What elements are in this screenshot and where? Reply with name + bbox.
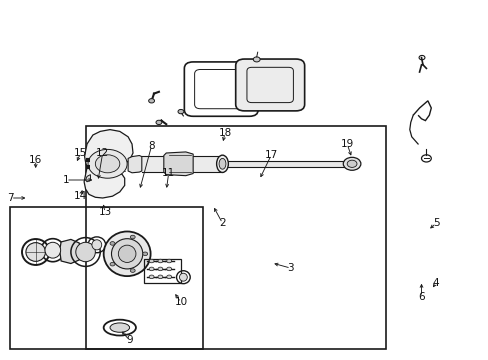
- Circle shape: [130, 269, 135, 273]
- Text: 2: 2: [219, 218, 225, 228]
- Ellipse shape: [92, 240, 102, 250]
- Circle shape: [142, 252, 147, 256]
- Text: 11: 11: [162, 168, 175, 178]
- Ellipse shape: [45, 242, 61, 258]
- Circle shape: [178, 109, 183, 114]
- Bar: [228, 161, 346, 167]
- Circle shape: [95, 155, 120, 173]
- Circle shape: [158, 275, 163, 279]
- Text: 4: 4: [432, 278, 439, 288]
- Circle shape: [346, 160, 356, 167]
- Circle shape: [149, 275, 154, 279]
- Circle shape: [149, 259, 154, 263]
- Polygon shape: [128, 156, 142, 173]
- Bar: [85, 126, 386, 349]
- Text: 1: 1: [62, 175, 69, 185]
- Circle shape: [158, 267, 163, 271]
- Bar: [10, 207, 203, 349]
- Bar: [142, 156, 222, 172]
- Bar: [144, 259, 181, 283]
- Text: 17: 17: [264, 150, 278, 160]
- Circle shape: [110, 242, 115, 245]
- Ellipse shape: [118, 245, 136, 262]
- Text: 13: 13: [98, 207, 112, 217]
- Ellipse shape: [110, 323, 129, 332]
- Circle shape: [156, 120, 162, 125]
- Text: 9: 9: [126, 335, 133, 345]
- Polygon shape: [85, 175, 90, 182]
- Text: 14: 14: [74, 191, 87, 201]
- Text: 18: 18: [218, 128, 231, 138]
- Circle shape: [343, 157, 360, 170]
- Ellipse shape: [216, 155, 228, 172]
- Circle shape: [166, 267, 171, 271]
- Circle shape: [158, 259, 163, 263]
- Text: 12: 12: [96, 148, 109, 158]
- Ellipse shape: [26, 243, 45, 261]
- Text: 5: 5: [432, 218, 439, 228]
- Text: 19: 19: [340, 139, 353, 149]
- Circle shape: [110, 262, 115, 266]
- Text: 10: 10: [174, 297, 187, 307]
- FancyBboxPatch shape: [235, 59, 304, 111]
- Ellipse shape: [179, 273, 187, 281]
- Circle shape: [88, 149, 127, 178]
- Circle shape: [253, 57, 260, 62]
- Ellipse shape: [76, 242, 95, 262]
- Polygon shape: [84, 130, 133, 198]
- Ellipse shape: [103, 231, 150, 276]
- Circle shape: [148, 99, 154, 103]
- Text: 15: 15: [74, 148, 87, 158]
- Polygon shape: [60, 239, 81, 264]
- Circle shape: [166, 275, 171, 279]
- Circle shape: [149, 267, 154, 271]
- Text: 3: 3: [287, 263, 294, 273]
- Text: 8: 8: [148, 141, 155, 151]
- Text: 16: 16: [29, 155, 42, 165]
- Ellipse shape: [111, 239, 142, 269]
- Circle shape: [130, 235, 135, 239]
- Text: 7: 7: [7, 193, 14, 203]
- Circle shape: [166, 259, 171, 263]
- Polygon shape: [163, 152, 193, 176]
- Text: 6: 6: [417, 292, 424, 302]
- Ellipse shape: [219, 158, 225, 169]
